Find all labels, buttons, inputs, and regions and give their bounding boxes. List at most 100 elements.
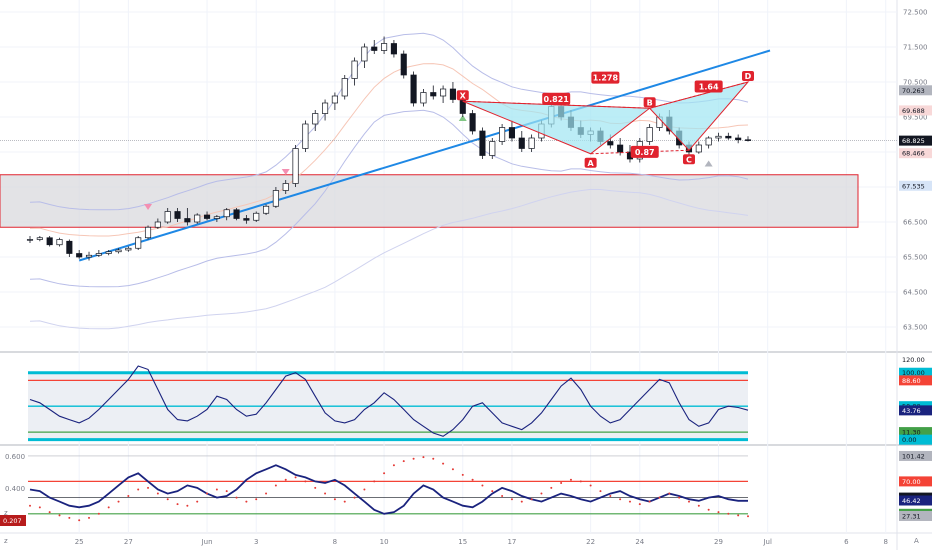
oscillator-2-dot xyxy=(304,480,307,483)
candle[interactable] xyxy=(144,225,152,240)
oscillator-2-pane[interactable]: 101.4270.0050.0046.4230.0027.310.6000.40… xyxy=(0,450,932,526)
candle[interactable] xyxy=(233,208,240,221)
candle[interactable] xyxy=(292,145,299,187)
candle[interactable] xyxy=(243,215,250,224)
candle-body xyxy=(499,127,506,142)
candle[interactable] xyxy=(469,110,476,135)
pattern-ratio-label: 0.821 xyxy=(544,95,570,104)
candle[interactable] xyxy=(154,218,161,230)
pattern-point-label: D xyxy=(745,72,752,81)
candle[interactable] xyxy=(518,131,525,152)
candle-body xyxy=(253,212,260,221)
oscillator-2-dot xyxy=(510,498,513,501)
candle[interactable] xyxy=(115,248,122,254)
oscillator-2-axis-label: 0.400 xyxy=(5,485,25,493)
candle[interactable] xyxy=(282,180,289,194)
trendline[interactable] xyxy=(78,49,771,262)
oscillator-2-line[interactable] xyxy=(29,464,748,515)
candle[interactable] xyxy=(223,208,230,221)
candle-body xyxy=(272,190,279,207)
candle[interactable] xyxy=(331,92,338,111)
candle[interactable] xyxy=(302,120,309,153)
candle[interactable] xyxy=(646,124,653,145)
candle[interactable] xyxy=(479,127,486,160)
candle[interactable] xyxy=(400,50,407,79)
candle[interactable] xyxy=(351,57,358,86)
candle[interactable] xyxy=(508,120,516,142)
candle[interactable] xyxy=(390,40,397,58)
candle[interactable] xyxy=(381,36,388,55)
candle[interactable] xyxy=(272,187,279,208)
candle[interactable] xyxy=(735,134,742,144)
price-tag-label: 70.263 xyxy=(902,87,925,95)
oscillator-2-dot xyxy=(156,492,159,495)
pattern-ratio-badge[interactable] xyxy=(542,92,571,105)
candle[interactable] xyxy=(449,82,456,103)
pattern-ratio-line xyxy=(649,81,749,109)
oscillator-2-dot xyxy=(206,492,209,495)
candle[interactable] xyxy=(725,132,732,140)
candle[interactable] xyxy=(125,246,132,252)
price-tick-label: 65.500 xyxy=(903,254,928,262)
candle[interactable] xyxy=(617,138,624,156)
candle[interactable] xyxy=(203,211,211,221)
candle[interactable] xyxy=(341,75,348,100)
candle[interactable] xyxy=(105,250,112,256)
candle-body xyxy=(135,237,142,249)
candle-body xyxy=(400,53,407,76)
candle[interactable] xyxy=(695,141,702,154)
pattern-ratio-badge[interactable] xyxy=(630,145,659,158)
harmonic-pattern[interactable]: X A B C D 0.821 1.278 0.87 1.64 xyxy=(456,71,754,168)
candle[interactable] xyxy=(715,132,722,142)
pattern-ratio-badge[interactable] xyxy=(694,80,723,93)
candle[interactable] xyxy=(371,40,378,54)
candle[interactable] xyxy=(56,237,63,247)
candle[interactable] xyxy=(46,236,53,247)
oscillator-2-dot xyxy=(442,462,445,465)
candle[interactable] xyxy=(410,71,417,107)
candle[interactable] xyxy=(263,204,270,216)
candle[interactable] xyxy=(194,213,201,224)
candle[interactable] xyxy=(430,85,437,100)
candle[interactable] xyxy=(184,208,191,226)
oscillator-2-dot xyxy=(274,484,277,487)
oscillator-2-level-label: 46.42 xyxy=(902,497,921,505)
candle[interactable] xyxy=(213,215,220,222)
pattern-point-badge[interactable] xyxy=(643,97,656,108)
candle[interactable] xyxy=(253,211,260,223)
oscillator-2-dot xyxy=(38,506,41,509)
candle[interactable] xyxy=(85,251,93,261)
price-tick-label: 63.500 xyxy=(903,324,928,332)
candle[interactable] xyxy=(312,110,319,131)
candle[interactable] xyxy=(499,124,506,145)
pattern-point-badge[interactable] xyxy=(682,154,695,165)
candle[interactable] xyxy=(26,236,34,243)
pattern-point-badge[interactable] xyxy=(742,71,754,81)
candle[interactable] xyxy=(705,136,712,149)
candle[interactable] xyxy=(66,239,73,258)
price-tag xyxy=(899,180,932,191)
pattern-point-badge[interactable] xyxy=(584,157,597,168)
pattern-point-badge[interactable] xyxy=(456,90,469,101)
candle[interactable] xyxy=(489,138,496,159)
candle-body xyxy=(528,137,535,149)
candle[interactable] xyxy=(164,208,171,224)
auto-scale-button[interactable]: A xyxy=(914,537,919,545)
candle[interactable] xyxy=(528,134,535,153)
candle[interactable] xyxy=(95,250,102,257)
candle[interactable] xyxy=(361,43,368,69)
demand-zone[interactable] xyxy=(0,174,859,228)
candle[interactable] xyxy=(744,136,752,142)
candle[interactable] xyxy=(420,89,427,107)
candle[interactable] xyxy=(76,250,83,259)
candle[interactable] xyxy=(440,85,447,104)
candle[interactable] xyxy=(174,208,181,222)
oscillator-2-dot xyxy=(29,504,31,507)
oscillator-1-line[interactable] xyxy=(29,365,749,437)
candle[interactable] xyxy=(322,99,329,121)
pattern-ratio-badge[interactable] xyxy=(591,71,620,84)
candle[interactable] xyxy=(36,236,43,242)
candle[interactable] xyxy=(135,236,142,250)
